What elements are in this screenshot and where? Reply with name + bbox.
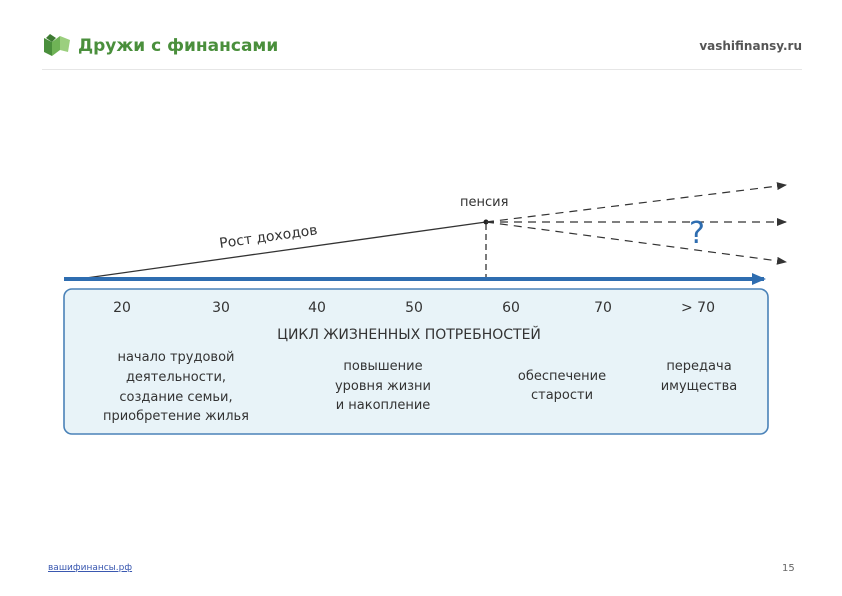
scenario-down-arrow xyxy=(485,221,787,265)
pension-label: пенсия xyxy=(460,195,508,210)
brand-title: Дружи с финансами xyxy=(78,36,279,56)
site-url[interactable]: vashifinansy.ru xyxy=(699,39,802,53)
stage-text-line: деятельности, xyxy=(126,370,226,385)
stage-text-line: обеспечение xyxy=(518,369,606,384)
header-divider xyxy=(42,69,802,70)
stage-text-line: и накопление xyxy=(336,398,431,413)
panel-title: ЦИКЛ ЖИЗНЕННЫХ ПОТРЕБНОСТЕЙ xyxy=(277,325,541,343)
stage-text-line: передача xyxy=(666,359,731,374)
age-label: > 70 xyxy=(681,300,715,316)
age-label: 40 xyxy=(308,300,326,316)
income-growth-line xyxy=(85,221,487,279)
stage-text-line: имущества xyxy=(661,379,738,394)
header: Дружи с финансами vashifinansy.ru xyxy=(42,30,802,70)
page-number: 15 xyxy=(782,563,795,574)
question-mark: ? xyxy=(689,216,705,251)
age-label: 30 xyxy=(212,300,230,316)
age-label: 60 xyxy=(502,300,520,316)
age-label: 50 xyxy=(405,300,423,316)
needs-panel xyxy=(63,288,769,435)
scenario-up-arrow xyxy=(485,182,787,223)
stage-text-line: повышение xyxy=(343,359,422,374)
age-label: 20 xyxy=(113,300,131,316)
stage-text-line: начало трудовой xyxy=(117,350,234,365)
book-pages-icon xyxy=(44,34,70,56)
footer-link[interactable]: вашифинансы.рф xyxy=(48,563,133,573)
stage-text-line: старости xyxy=(531,388,593,403)
age-label: 70 xyxy=(594,300,612,316)
stage-text-line: уровня жизни xyxy=(335,379,431,394)
stage-text-line: приобретение жилья xyxy=(103,409,249,424)
stage-text-line: создание семьи, xyxy=(119,390,232,405)
